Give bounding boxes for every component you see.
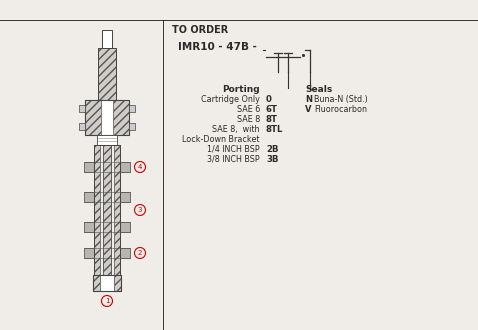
Text: Lock-Down Bracket: Lock-Down Bracket xyxy=(183,135,260,144)
Text: 8T: 8T xyxy=(266,115,278,124)
Text: Porting: Porting xyxy=(222,85,260,94)
Text: 3/8 INCH BSP: 3/8 INCH BSP xyxy=(207,155,260,164)
Text: V: V xyxy=(305,105,312,114)
Bar xyxy=(85,100,107,135)
Bar xyxy=(93,275,121,291)
Bar xyxy=(79,123,85,130)
Text: 2B: 2B xyxy=(266,145,279,154)
Bar xyxy=(103,145,111,275)
Text: 6T: 6T xyxy=(266,105,278,114)
Bar xyxy=(114,275,121,291)
Bar xyxy=(120,248,130,258)
Text: 4: 4 xyxy=(138,164,142,170)
Text: IMR10 - 47B -: IMR10 - 47B - xyxy=(178,42,257,52)
Bar xyxy=(85,100,129,135)
Bar xyxy=(84,162,94,172)
Bar xyxy=(120,222,130,232)
Text: 1: 1 xyxy=(105,298,109,304)
Bar xyxy=(129,105,135,112)
Bar xyxy=(120,162,130,172)
Text: SAE 8,  with: SAE 8, with xyxy=(213,125,260,134)
Bar xyxy=(84,192,94,202)
Bar xyxy=(84,222,94,232)
Bar xyxy=(93,275,100,291)
Text: N: N xyxy=(305,95,312,104)
Text: TO ORDER: TO ORDER xyxy=(172,25,228,35)
Bar xyxy=(120,192,130,202)
Bar xyxy=(100,275,114,291)
Bar xyxy=(98,48,116,100)
Text: SAE 6: SAE 6 xyxy=(237,105,260,114)
Text: 3: 3 xyxy=(138,207,142,213)
Bar xyxy=(103,145,111,275)
Bar xyxy=(98,48,116,100)
Text: 2: 2 xyxy=(138,250,142,256)
Text: Seals: Seals xyxy=(305,85,332,94)
Text: Cartridge Only: Cartridge Only xyxy=(201,95,260,104)
Text: 3B: 3B xyxy=(266,155,279,164)
Bar xyxy=(79,105,85,112)
Bar xyxy=(84,248,94,258)
Bar xyxy=(114,145,120,275)
Bar xyxy=(94,145,100,275)
Text: 1/4 INCH BSP: 1/4 INCH BSP xyxy=(207,145,260,154)
Text: 0: 0 xyxy=(266,95,272,104)
Bar xyxy=(101,100,113,135)
Text: Buna-N (Std.): Buna-N (Std.) xyxy=(314,95,368,104)
Text: SAE 8: SAE 8 xyxy=(237,115,260,124)
Bar xyxy=(107,100,129,135)
Bar xyxy=(102,30,112,48)
Text: Fluorocarbon: Fluorocarbon xyxy=(314,105,367,114)
Bar xyxy=(129,123,135,130)
Bar xyxy=(97,135,117,145)
Text: 8TL: 8TL xyxy=(266,125,283,134)
